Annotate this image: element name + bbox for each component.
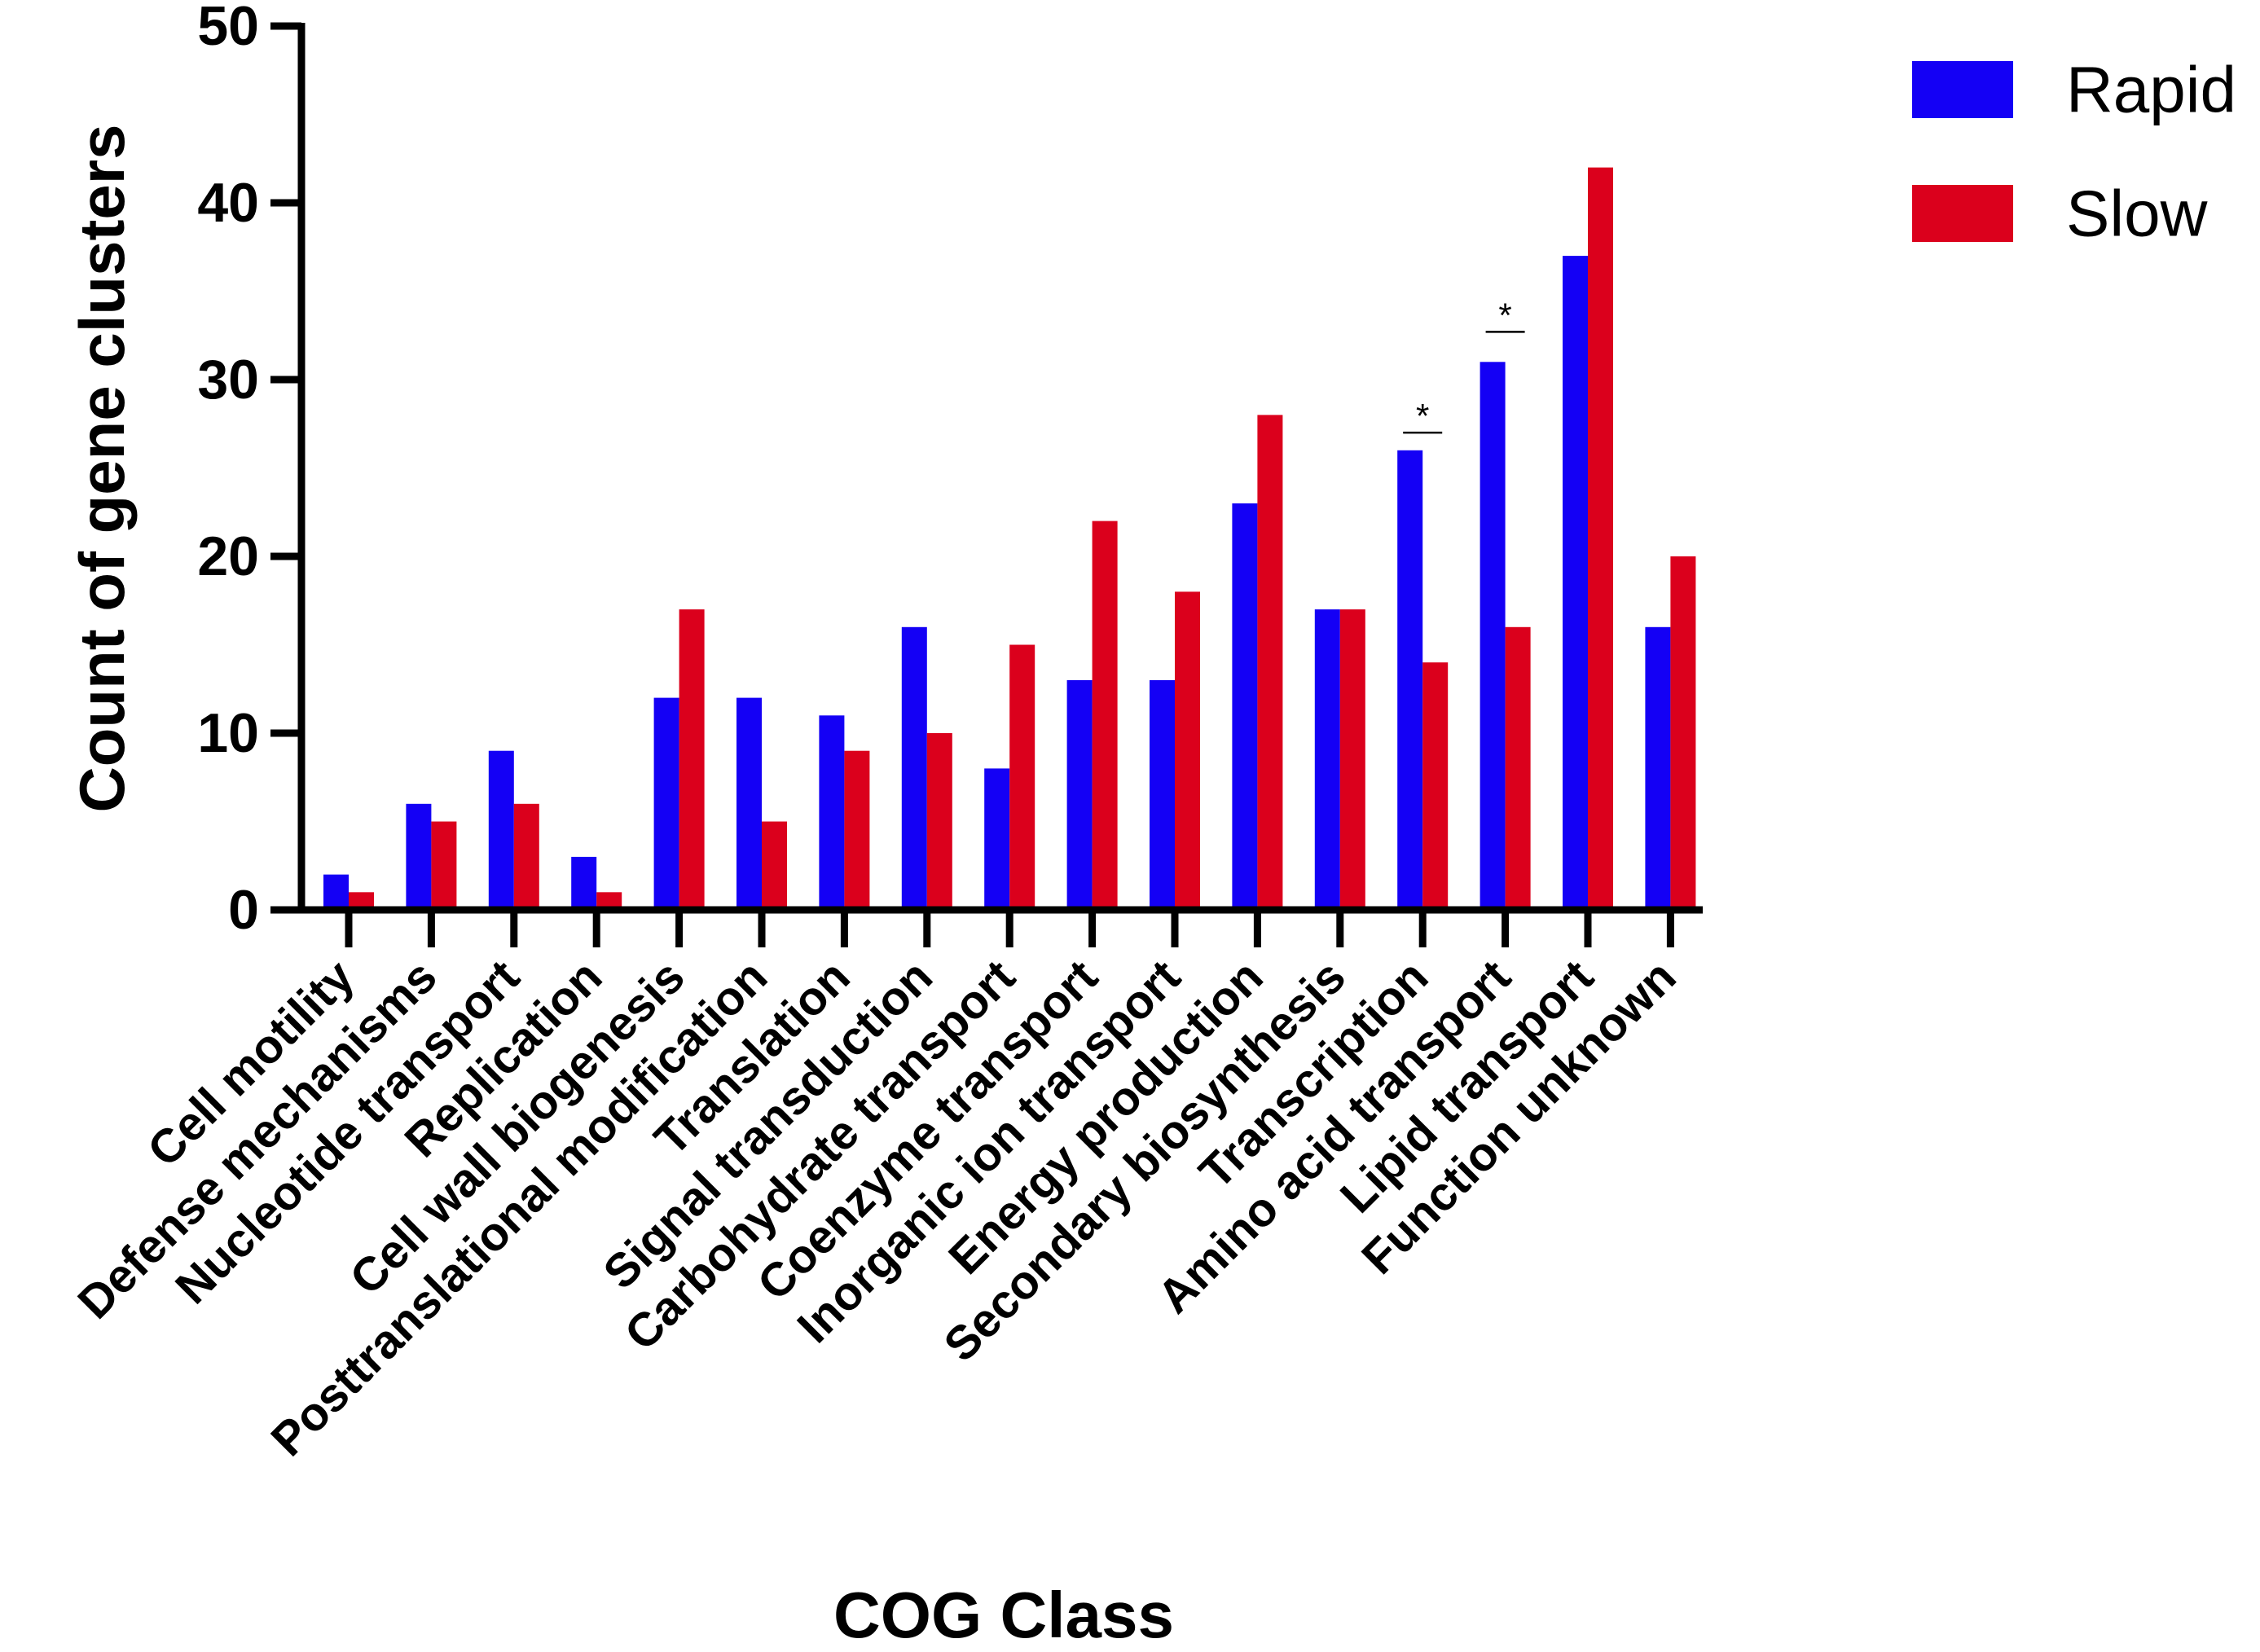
bar-rapid-function-unknown <box>1645 626 1671 910</box>
bar-slow-inorganic-ion-transport <box>1175 591 1200 910</box>
bar-slow-coenzyme-transport <box>1092 521 1118 910</box>
bar-slow-cell-wall-biogenesis <box>679 609 705 910</box>
bar-slow-amino-acid-transport <box>1505 626 1531 910</box>
bars-layer <box>323 167 1696 911</box>
y-tick-label: 20 <box>197 525 259 587</box>
bar-slow-nucleotide-transport <box>513 803 539 910</box>
y-tick-label: 50 <box>197 0 259 57</box>
bar-slow-secondary-biosynthesis <box>1339 609 1365 910</box>
bar-rapid-carbohydrate-transport <box>984 768 1010 910</box>
bar-slow-lipid-transport <box>1588 167 1613 911</box>
bar-rapid-posttranslational-modification <box>736 697 762 910</box>
bar-slow-defense-mechanisms <box>431 821 457 910</box>
significance-asterisk: * <box>1416 397 1429 435</box>
legend-swatch-slow <box>1912 185 2013 242</box>
bar-slow-signal-transduction <box>926 733 952 910</box>
significance-asterisk: * <box>1498 296 1511 334</box>
y-tick-label: 30 <box>197 349 259 411</box>
y-tick-label: 0 <box>228 879 259 941</box>
y-axis-title: Count of gene clusters <box>66 124 138 812</box>
bar-rapid-signal-transduction <box>901 626 927 910</box>
bar-slow-transcription <box>1422 662 1449 910</box>
y-tick-label: 40 <box>197 172 259 234</box>
significance-annotations: ** <box>1403 296 1525 435</box>
bar-slow-carbohydrate-transport <box>1009 644 1035 910</box>
y-tick-label: 10 <box>197 702 259 764</box>
bar-rapid-nucleotide-transport <box>488 750 514 910</box>
x-axis-title: COG Class <box>833 1579 1174 1651</box>
bar-slow-posttranslational-modification <box>762 821 787 910</box>
bar-rapid-coenzyme-transport <box>1066 679 1093 910</box>
bar-rapid-lipid-transport <box>1563 256 1588 911</box>
bar-rapid-replication <box>571 856 597 910</box>
bar-rapid-inorganic-ion-transport <box>1150 679 1175 910</box>
bar-rapid-cell-motility <box>323 874 349 910</box>
bar-rapid-translation <box>819 715 845 910</box>
bar-slow-function-unknown <box>1670 556 1696 910</box>
bar-rapid-amino-acid-transport <box>1480 362 1506 910</box>
legend: Rapid Slow <box>1912 54 2236 250</box>
bar-slow-replication <box>596 892 622 910</box>
bar-rapid-defense-mechanisms <box>406 803 432 910</box>
bar-slow-cell-motility <box>349 892 374 910</box>
bar-rapid-cell-wall-biogenesis <box>653 697 679 910</box>
legend-label-slow: Slow <box>2066 178 2208 250</box>
legend-label-rapid: Rapid <box>2066 54 2236 126</box>
bar-slow-translation <box>844 750 870 910</box>
axes <box>270 22 1703 947</box>
legend-swatch-rapid <box>1912 61 2013 118</box>
bar-slow-energy-production <box>1257 415 1283 910</box>
bar-rapid-energy-production <box>1232 503 1258 910</box>
bar-rapid-transcription <box>1397 450 1423 910</box>
bar-rapid-secondary-biosynthesis <box>1314 609 1340 910</box>
